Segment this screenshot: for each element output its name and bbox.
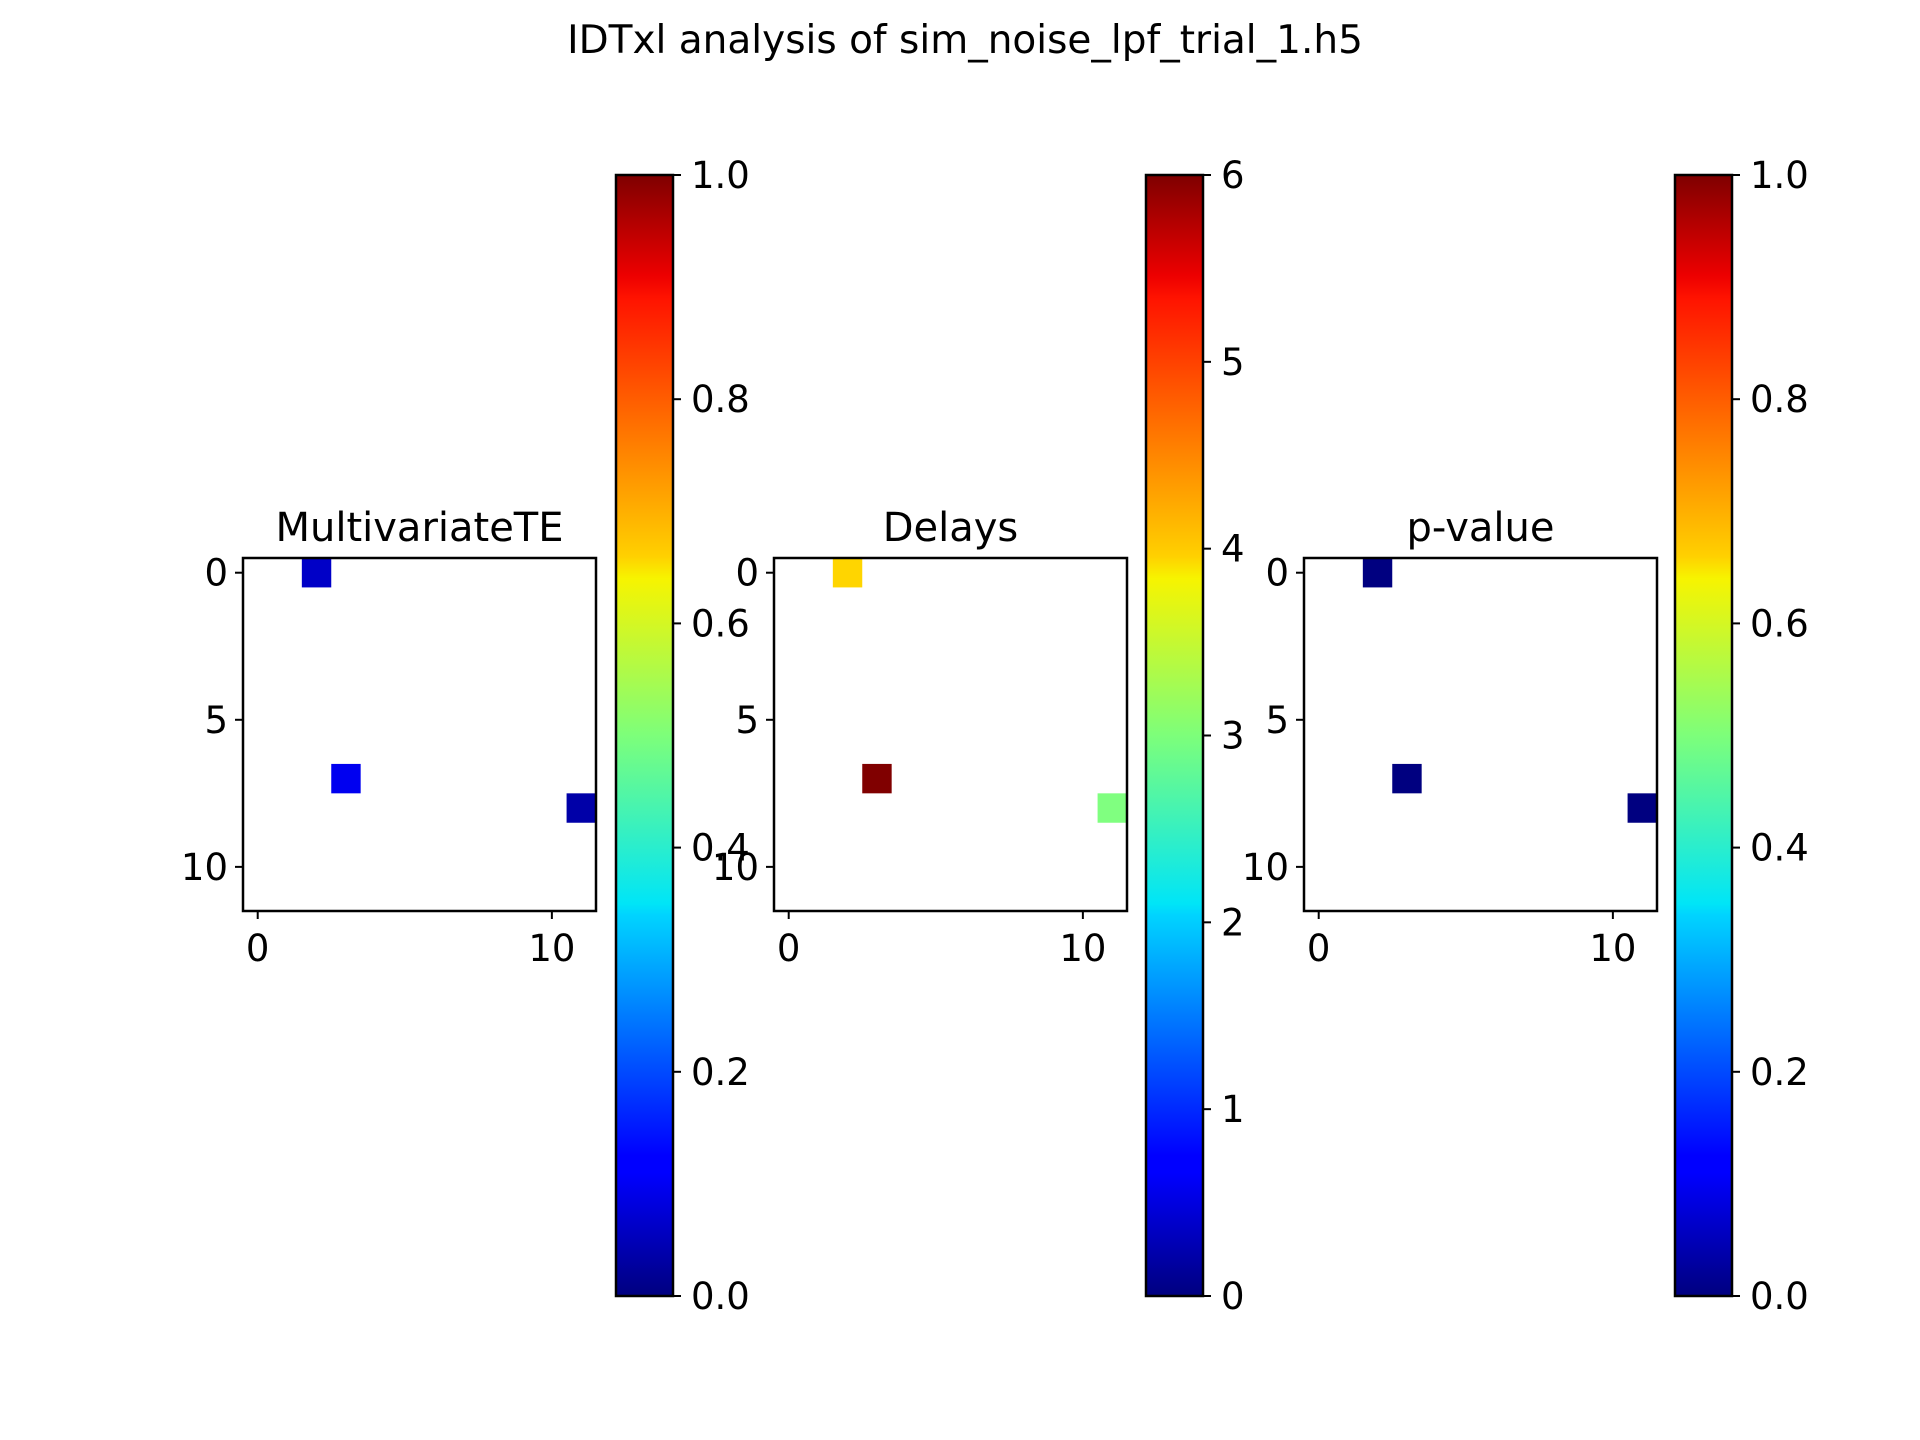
colorbar-tick-label: 0.0 bbox=[691, 1275, 750, 1318]
figure-title: IDTxl analysis of sim_noise_lpf_trial_1.… bbox=[567, 18, 1363, 63]
colorbar-tick-label: 0.0 bbox=[1750, 1275, 1809, 1318]
panel-title: MultivariateTE bbox=[275, 505, 563, 551]
axes-frame bbox=[241, 556, 598, 913]
colorbar-tick-label: 0.8 bbox=[1750, 378, 1809, 421]
heatmap-cell bbox=[1627, 793, 1657, 823]
heatmap-background bbox=[1304, 558, 1657, 911]
colorbar-gradient bbox=[1675, 175, 1732, 1296]
heatmap-cell bbox=[301, 558, 332, 588]
colorbar-tick-label: 1.0 bbox=[691, 154, 750, 197]
colorbar-gradient bbox=[1146, 175, 1203, 1296]
colorbar-tick-label: 2 bbox=[1221, 901, 1245, 944]
y-tick-label: 10 bbox=[181, 846, 228, 889]
heatmap-cell bbox=[331, 763, 361, 794]
x-tick-label: 10 bbox=[1059, 927, 1106, 970]
x-tick-label: 0 bbox=[777, 927, 801, 970]
colorbar-tick-label: 0.2 bbox=[1750, 1051, 1809, 1094]
colorbar-tick-label: 0.8 bbox=[691, 378, 750, 421]
colorbar-tick-label: 6 bbox=[1221, 154, 1245, 197]
panel-title: p-value bbox=[1406, 505, 1554, 551]
panel-2: Delays 0 10 0 5 10 0 1 2 3 4 5 6 bbox=[712, 154, 1245, 1318]
x-tick-label: 0 bbox=[1307, 927, 1331, 970]
colorbar-tick-label: 4 bbox=[1221, 528, 1245, 571]
colorbar-gradient bbox=[616, 175, 673, 1296]
y-tick-label: 5 bbox=[735, 699, 759, 742]
heatmap-background bbox=[774, 558, 1127, 911]
colorbar-tick-label: 0.6 bbox=[691, 602, 750, 645]
axes-frame bbox=[772, 556, 1129, 913]
colorbar-tick-label: 1 bbox=[1221, 1088, 1245, 1131]
x-tick-label: 10 bbox=[1589, 927, 1636, 970]
axes-frame bbox=[1302, 556, 1659, 913]
y-tick-label: 5 bbox=[1265, 699, 1289, 742]
colorbar-tick-label: 1.0 bbox=[1750, 154, 1809, 197]
heatmap-cell bbox=[1392, 763, 1422, 794]
y-tick-label: 10 bbox=[712, 846, 759, 889]
y-tick-label: 0 bbox=[204, 552, 228, 595]
y-tick-label: 10 bbox=[1242, 846, 1289, 889]
heatmap-cell bbox=[832, 558, 863, 588]
heatmap-background bbox=[243, 558, 596, 911]
colorbar-frame bbox=[614, 173, 675, 1298]
panel-title: Delays bbox=[883, 505, 1019, 551]
y-tick-label: 5 bbox=[204, 699, 228, 742]
y-tick-label: 0 bbox=[1265, 552, 1289, 595]
x-tick-label: 0 bbox=[246, 927, 270, 970]
heatmap-cell bbox=[1362, 558, 1393, 588]
y-tick-label: 0 bbox=[735, 552, 759, 595]
colorbar-frame bbox=[1673, 173, 1734, 1298]
panel-3: p-value 0 10 0 5 10 0.0 0.2 0.4 0.6 0.8 1.0 bbox=[1242, 154, 1809, 1318]
x-tick-label: 10 bbox=[528, 927, 575, 970]
heatmap-cell bbox=[566, 793, 596, 823]
heatmap-cell bbox=[1097, 793, 1127, 823]
colorbar-tick-label: 3 bbox=[1221, 715, 1245, 758]
heatmap-cell bbox=[862, 763, 892, 794]
panel-1: MultivariateTE 0 10 0 5 10 0.0 0.2 0.4 0.6 0.8 1.0 bbox=[181, 154, 750, 1318]
colorbar-tick-label: 0.6 bbox=[1750, 602, 1809, 645]
colorbar-tick-label: 0 bbox=[1221, 1275, 1245, 1318]
colorbar-tick-label: 5 bbox=[1221, 341, 1245, 384]
colorbar-tick-label: 0.2 bbox=[691, 1051, 750, 1094]
colorbar-tick-label: 0.4 bbox=[691, 827, 750, 870]
colorbar-tick-label: 0.4 bbox=[1750, 827, 1809, 870]
